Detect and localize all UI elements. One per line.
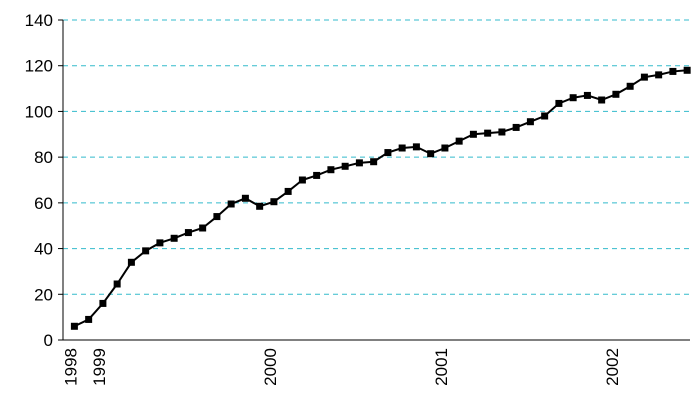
marker [484,129,492,137]
marker [355,159,363,167]
marker [427,150,435,158]
marker [441,144,449,152]
y-tick-label: 100 [25,102,53,121]
marker [455,137,463,145]
y-tick-label: 60 [34,194,53,213]
x-tick-label: 2002 [603,348,622,386]
marker [142,247,150,255]
marker [313,171,321,179]
marker [512,123,520,131]
x-tick-label: 1998 [61,348,80,386]
marker [284,187,292,195]
marker [327,166,335,174]
marker [127,258,135,266]
marker [170,234,178,242]
marker [370,158,378,166]
marker [213,213,221,221]
marker [70,322,78,330]
y-tick-label: 80 [34,148,53,167]
marker [612,90,620,98]
marker [598,96,606,104]
y-tick-label: 120 [25,57,53,76]
marker [99,299,107,307]
marker [526,118,534,126]
marker [341,162,349,170]
marker [85,315,93,323]
marker [683,66,691,74]
marker [184,229,192,237]
marker [555,99,563,107]
marker [640,73,648,81]
y-tick-label: 20 [34,285,53,304]
line [73,69,688,328]
marker [412,143,420,151]
marker [626,82,634,90]
marker [669,67,677,75]
marker [227,200,235,208]
marker [569,94,577,102]
y-tick-label: 0 [44,331,53,350]
x-tick-label: 2001 [432,348,451,386]
marker [498,128,506,136]
marker [384,149,392,157]
y-tick-label: 140 [25,11,53,30]
marker [655,71,663,79]
marker [113,280,121,288]
marker [241,194,249,202]
marker [156,239,164,247]
y-tick-label: 40 [34,240,53,259]
marker [270,198,278,206]
marker [583,91,591,99]
x-tick-label: 2000 [261,348,280,386]
marker [469,130,477,138]
marker [541,112,549,120]
marker [398,144,406,152]
marker [199,224,207,232]
marker [298,176,306,184]
marker [256,202,264,210]
x-tick-label: 1999 [90,348,109,386]
